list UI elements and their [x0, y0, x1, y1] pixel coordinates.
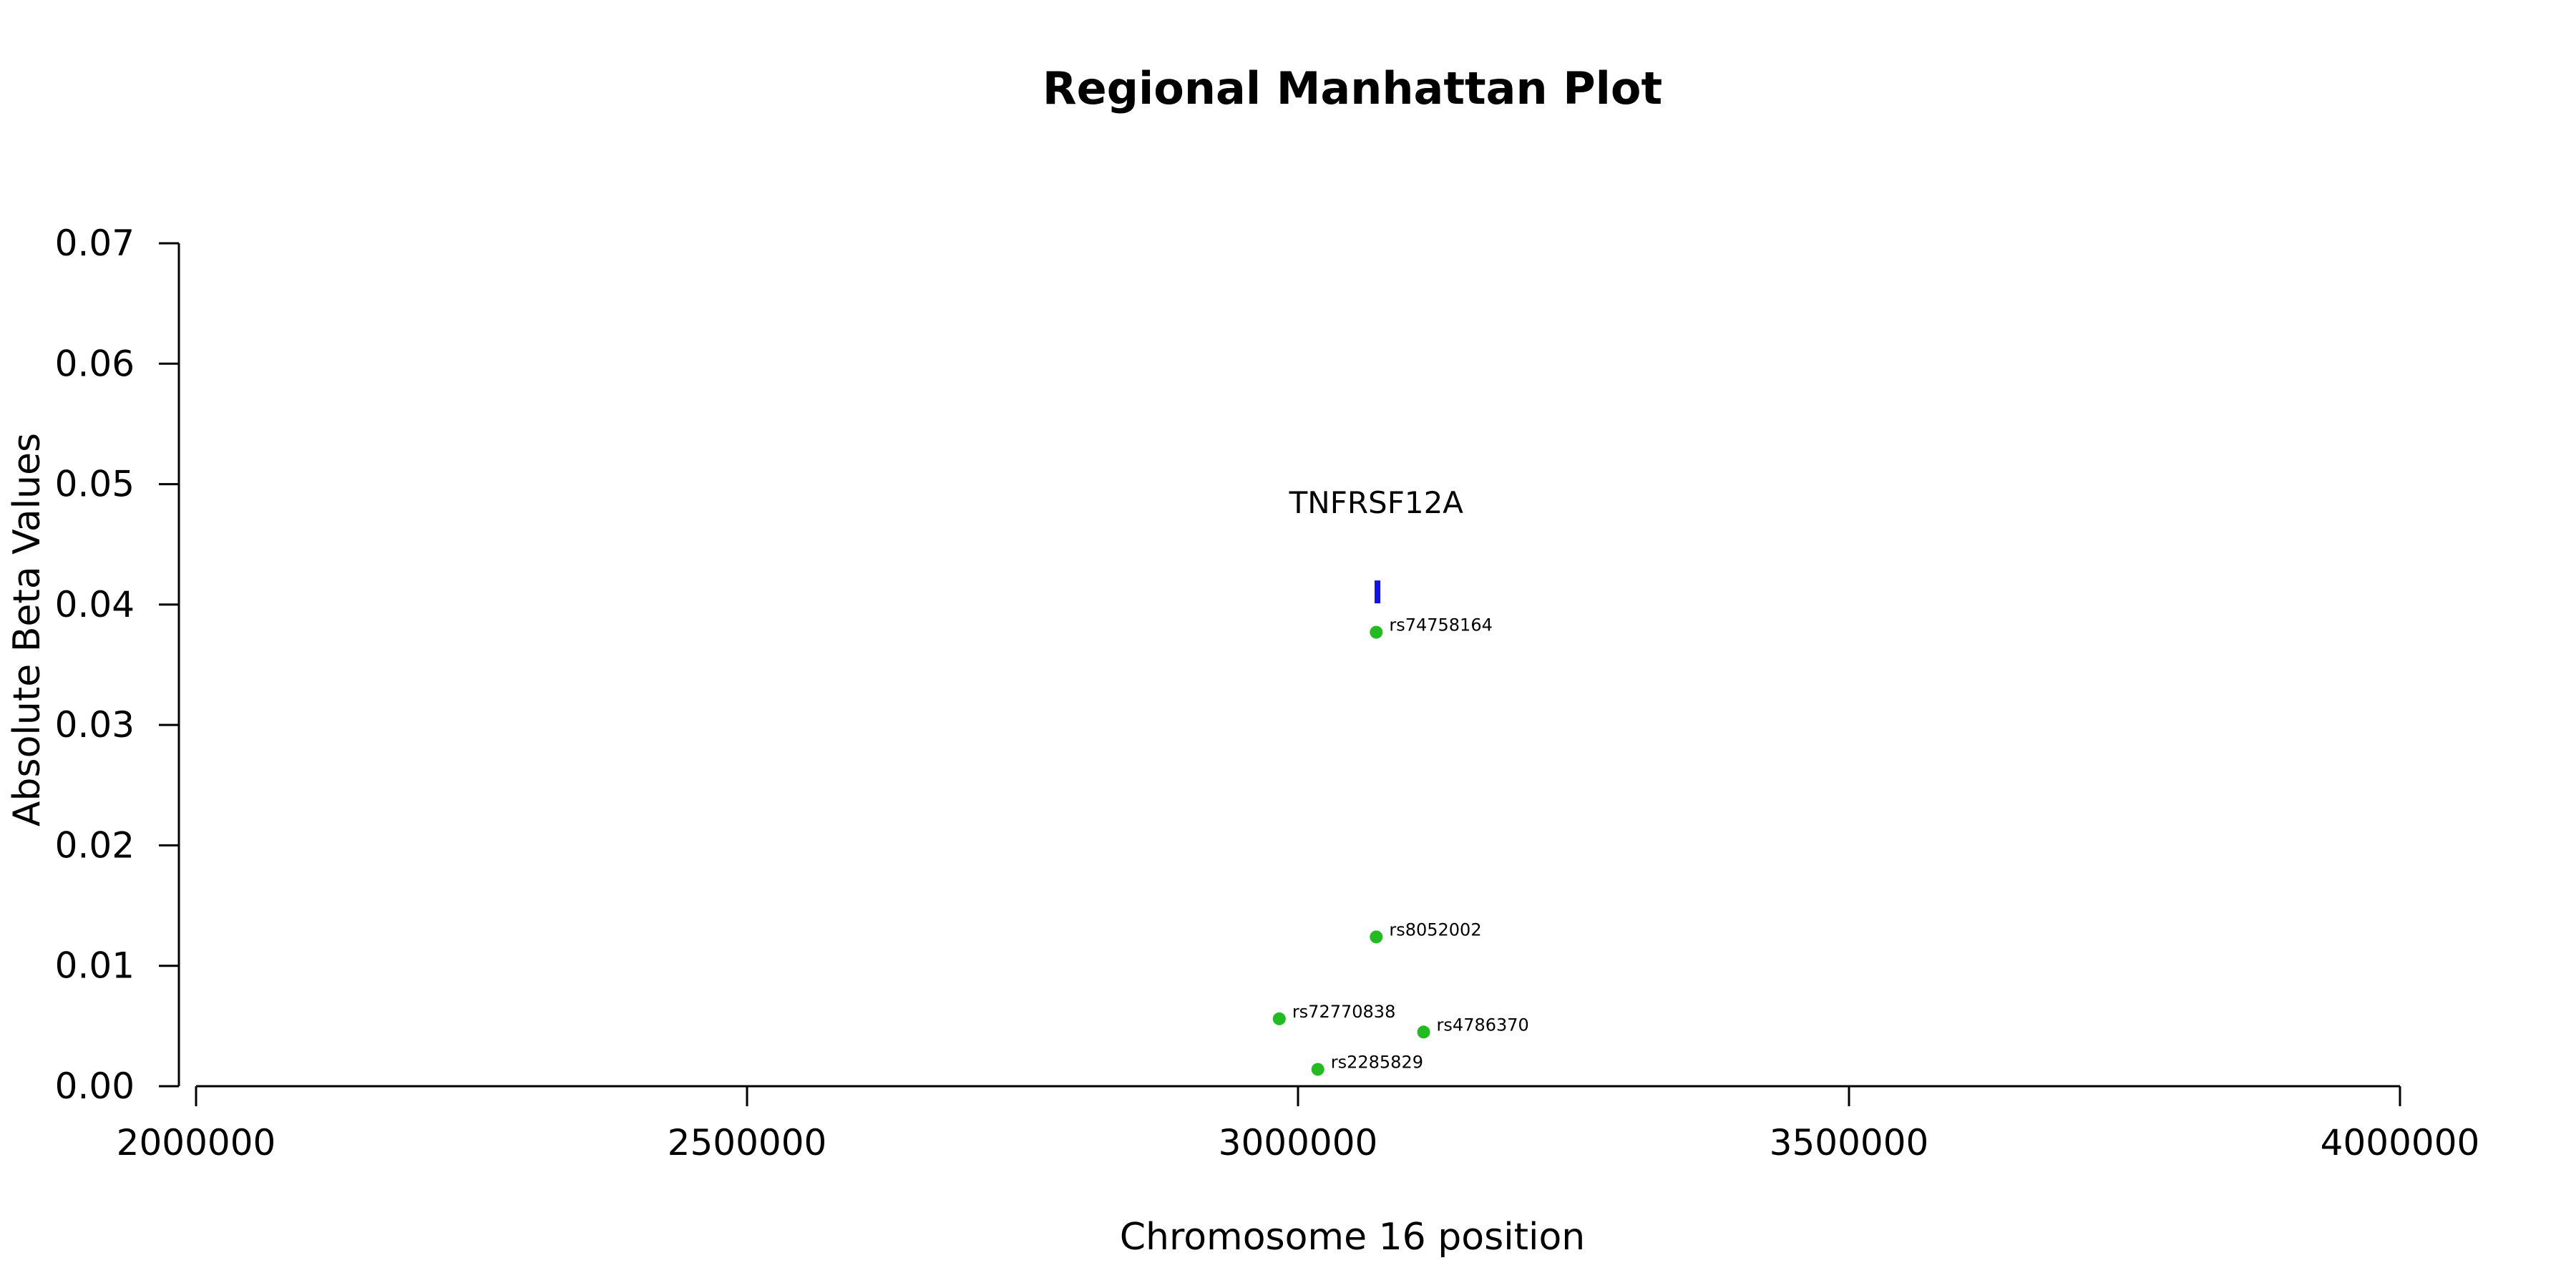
x-axis-label: Chromosome 16 position — [1120, 1216, 1586, 1259]
snp-label: rs2285829 — [1331, 1052, 1423, 1072]
y-axis-label: Absolute Beta Values — [6, 433, 49, 826]
y-tick-label: 0.02 — [55, 824, 135, 866]
snp-label: rs4786370 — [1437, 1015, 1529, 1035]
x-tick-label: 3000000 — [1219, 1122, 1378, 1163]
x-tick-label: 2000000 — [117, 1122, 276, 1163]
gene-track: TNFRSF12A — [1289, 485, 1464, 604]
gene-label: TNFRSF12A — [1289, 485, 1464, 520]
snp-label: rs8052002 — [1389, 919, 1481, 940]
y-tick-label: 0.07 — [55, 223, 135, 264]
snp-point — [1417, 1025, 1430, 1039]
x-tick-label: 2500000 — [668, 1122, 827, 1163]
snp-point — [1311, 1063, 1324, 1076]
gene-bar — [1375, 580, 1381, 604]
chart-title: Regional Manhattan Plot — [1043, 62, 1662, 114]
x-axis: 2000000 2500000 3000000 3500000 4000000 — [117, 1085, 2480, 1163]
x-tick-label: 3500000 — [1770, 1122, 1929, 1163]
snp-label: rs72770838 — [1292, 1002, 1396, 1022]
snp-label: rs74758164 — [1389, 615, 1493, 635]
y-tick-label: 0.04 — [55, 584, 135, 625]
snp-point — [1272, 1012, 1286, 1025]
snp-points: rs74758164 rs8052002 rs72770838 rs4786370 rs… — [1272, 615, 1529, 1076]
y-tick-label: 0.05 — [55, 464, 135, 505]
y-axis: 0.00 0.01 0.02 0.03 0.04 0.05 0.06 0.07 — [55, 223, 180, 1107]
x-tick-label: 4000000 — [2321, 1122, 2480, 1163]
y-tick-label: 0.00 — [55, 1065, 135, 1107]
y-tick-label: 0.01 — [55, 945, 135, 987]
y-tick-label: 0.06 — [55, 343, 135, 384]
snp-point — [1370, 930, 1383, 944]
snp-point — [1370, 625, 1383, 639]
y-tick-label: 0.03 — [55, 704, 135, 746]
